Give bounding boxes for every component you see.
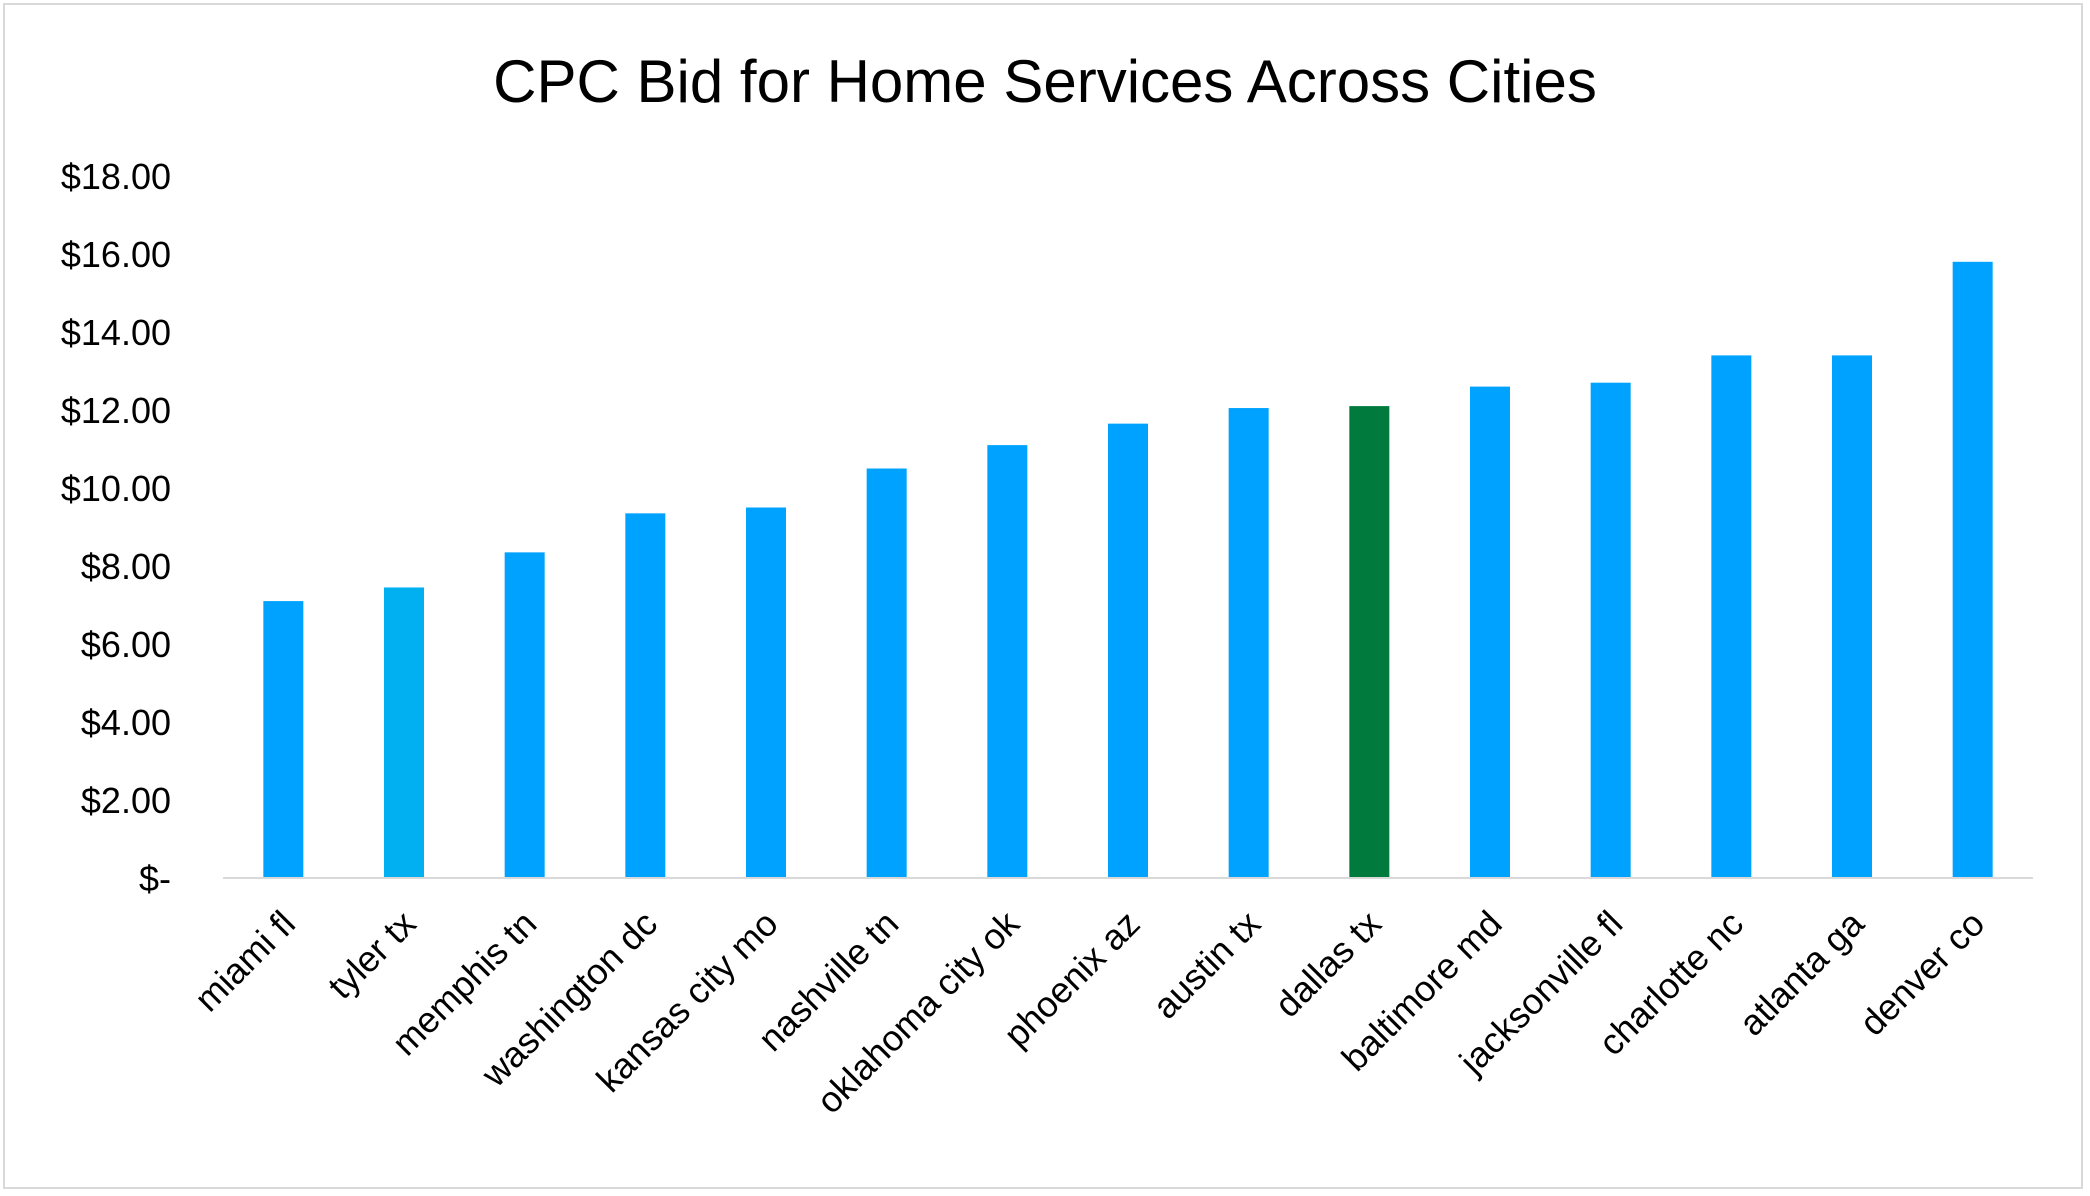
- bar-miami-fl: [263, 601, 304, 878]
- bar-phoenix-az: [1108, 423, 1148, 878]
- x-tick-label: atlanta ga: [1731, 902, 1873, 1044]
- bar-oklahoma-city-ok: [987, 445, 1028, 878]
- bar-charlotte-nc: [1711, 355, 1752, 878]
- chart-plot: $- $2.00 $4.00 $6.00 $8.00 $10.00 $12.00 $14.00…: [61, 156, 2033, 1121]
- bar-kansas-city-mo: [746, 507, 786, 878]
- bar-austin-tx: [1228, 408, 1269, 878]
- bar-denver-co: [1952, 261, 1993, 878]
- bar-baltimore-md: [1470, 386, 1510, 878]
- bar-tyler-tx: [384, 587, 424, 878]
- bar-jacksonville-fl: [1590, 382, 1631, 878]
- bar-atlanta-ga: [1832, 355, 1872, 878]
- bar-washington-dc: [625, 513, 666, 878]
- bar-dallas-tx: [1349, 406, 1390, 878]
- y-tick-label: $8.00: [81, 546, 171, 587]
- y-tick-label: $12.00: [61, 390, 171, 431]
- y-tick-label: $10.00: [61, 468, 171, 509]
- bar-nashville-tn: [866, 468, 907, 878]
- y-tick-label: $2.00: [81, 780, 171, 821]
- y-tick-label: $16.00: [61, 234, 171, 275]
- y-tick-label: $-: [139, 858, 171, 899]
- x-tick-label: tyler tx: [320, 903, 424, 1007]
- y-tick-label: $14.00: [61, 312, 171, 353]
- x-tick-label: austin tx: [1145, 903, 1269, 1027]
- bar-memphis-tn: [504, 552, 545, 878]
- y-tick-label: $18.00: [61, 156, 171, 197]
- x-tick-label: oklahoma city ok: [808, 902, 1027, 1121]
- y-axis-ticks: $- $2.00 $4.00 $6.00 $8.00 $10.00 $12.00 $14.00…: [61, 156, 171, 899]
- x-tick-label: dallas tx: [1267, 903, 1389, 1025]
- x-tick-label: denver co: [1852, 903, 1993, 1044]
- chart-title: CPC Bid for Home Services Across Cities: [493, 48, 1597, 115]
- chart-frame: CPC Bid for Home Services Across Cities …: [3, 3, 2083, 1189]
- x-tick-label: miami fl: [186, 903, 303, 1020]
- y-tick-label: $6.00: [81, 624, 171, 665]
- bars: [263, 261, 1993, 878]
- y-tick-label: $4.00: [81, 702, 171, 743]
